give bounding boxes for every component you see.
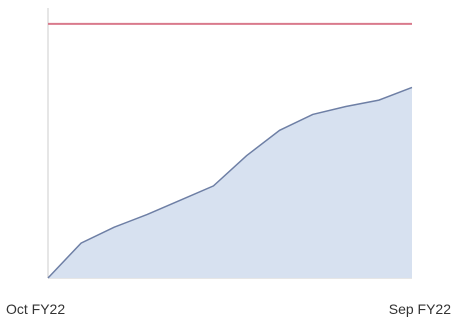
series-line — [47, 86, 413, 279]
x-tick-label-last: Sep FY22 — [389, 301, 451, 317]
area-fill — [48, 87, 412, 278]
plot-area — [47, 8, 413, 279]
x-tick-label-first: Oct FY22 — [6, 301, 65, 317]
